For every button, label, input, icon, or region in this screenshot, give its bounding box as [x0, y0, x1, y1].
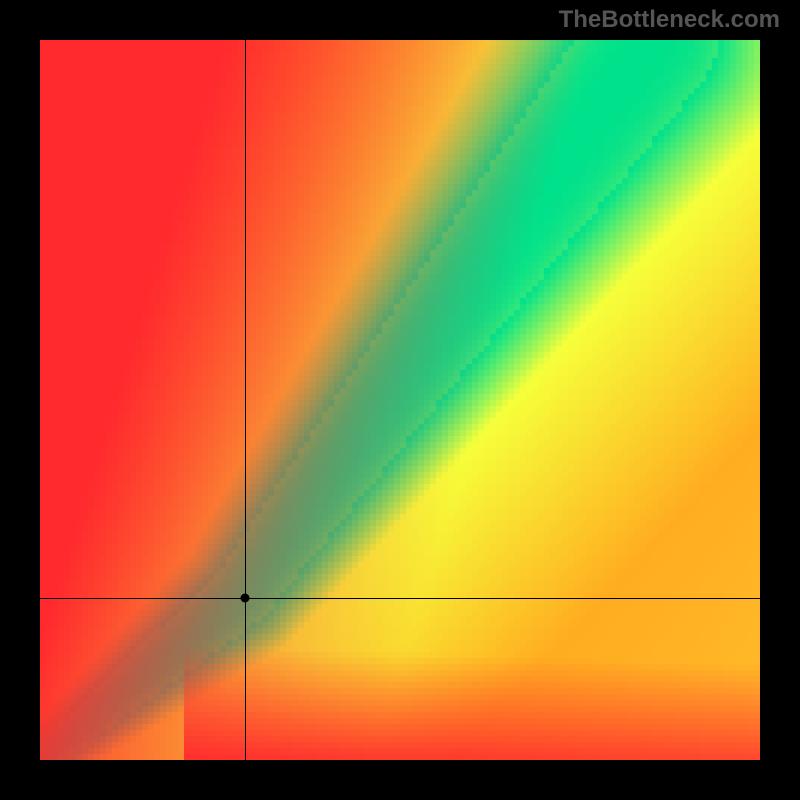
heatmap-canvas: [40, 40, 760, 760]
heatmap-plot-area: [40, 40, 760, 760]
figure-container: TheBottleneck.com: [0, 0, 800, 800]
watermark-text: TheBottleneck.com: [559, 6, 780, 34]
